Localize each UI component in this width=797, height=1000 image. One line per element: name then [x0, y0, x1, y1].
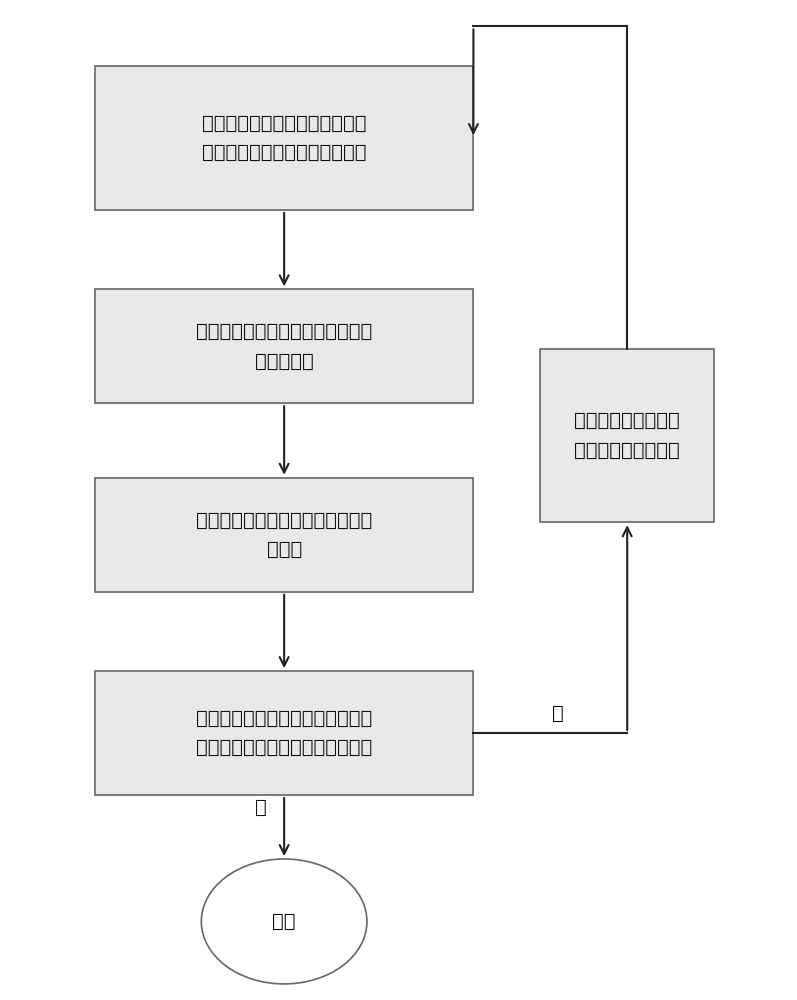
Ellipse shape	[202, 859, 367, 984]
Text: 优化施工期内目标混
凝土闸墩的相关参数: 优化施工期内目标混 凝土闸墩的相关参数	[575, 411, 680, 460]
Text: 否: 否	[254, 798, 266, 817]
Text: 判断目标混凝土闸墩在施工期内的
拉应力是否超过混凝土的抗拉强度: 判断目标混凝土闸墩在施工期内的 拉应力是否超过混凝土的抗拉强度	[196, 709, 372, 757]
Text: 结束: 结束	[273, 912, 296, 931]
Text: 获取目标混凝土闸墩的长度、宽
度，混凝土强度等级、最大温降: 获取目标混凝土闸墩的长度、宽 度，混凝土强度等级、最大温降	[202, 114, 367, 162]
Text: 获取目标混凝土闸墩在施工期内的
拉应力: 获取目标混凝土闸墩在施工期内的 拉应力	[196, 510, 372, 559]
FancyBboxPatch shape	[95, 671, 473, 795]
FancyBboxPatch shape	[95, 66, 473, 210]
Text: 是: 是	[552, 704, 564, 723]
Text: 获取目标混凝土闸墩在施工期内的
最大拉应力: 获取目标混凝土闸墩在施工期内的 最大拉应力	[196, 322, 372, 371]
FancyBboxPatch shape	[540, 349, 714, 522]
FancyBboxPatch shape	[95, 289, 473, 403]
FancyBboxPatch shape	[95, 478, 473, 592]
